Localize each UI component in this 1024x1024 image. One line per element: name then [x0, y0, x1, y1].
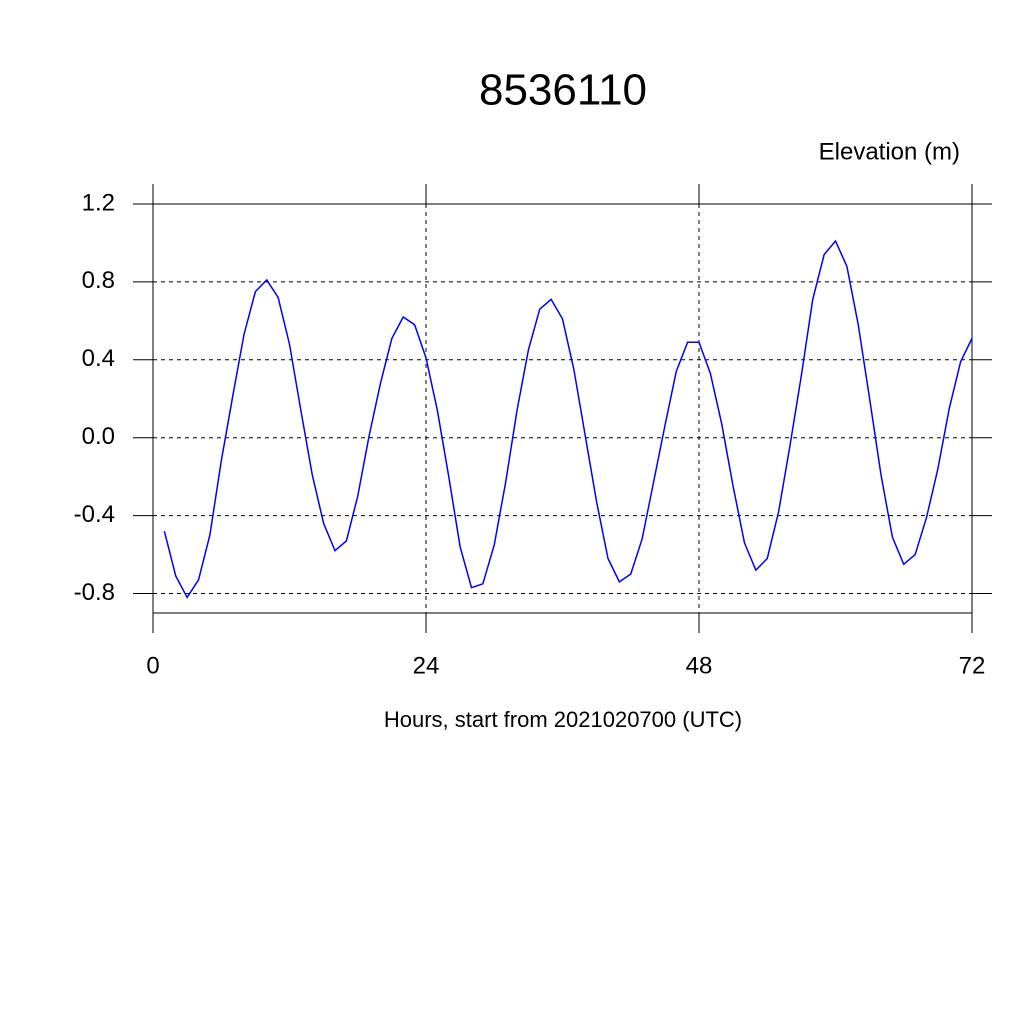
x-axis-label: Hours, start from 2021020700 (UTC)	[384, 707, 742, 732]
y-tick-label: 1.2	[82, 189, 115, 216]
y-tick-label: -0.4	[74, 501, 115, 528]
y-tick-label: 0.8	[82, 267, 115, 294]
chart-title: 8536110	[479, 66, 647, 115]
x-tick-label: 0	[146, 652, 159, 679]
x-tick-label: 48	[686, 652, 713, 679]
y-tick-label: 0.4	[82, 345, 115, 372]
x-tick-label: 72	[959, 652, 986, 679]
x-tick-label: 24	[413, 652, 440, 679]
data-line	[163, 239, 973, 599]
y-tick-label: 0.0	[82, 423, 115, 450]
y-axis-label: Elevation (m)	[819, 138, 960, 165]
y-tick-label: -0.8	[74, 579, 115, 606]
